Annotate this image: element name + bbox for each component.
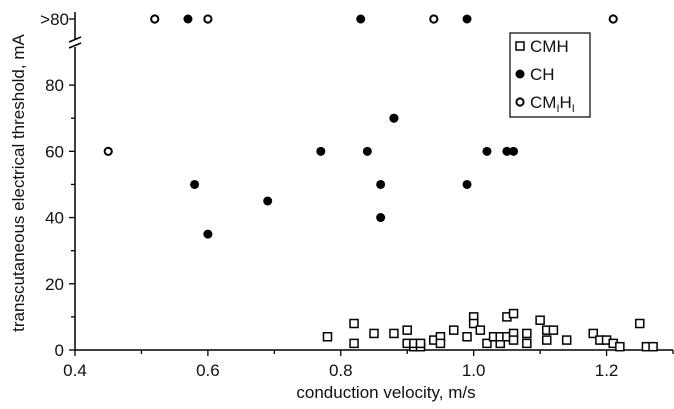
point-ch <box>376 213 386 223</box>
x-tick-label: 0.8 <box>329 361 353 380</box>
x-axis-label: conduction velocity, m/s <box>296 383 475 402</box>
point-cmh <box>508 308 519 319</box>
point-ch-above-80 <box>462 14 472 24</box>
point-cmh <box>448 325 459 335</box>
point-cm-above-80 <box>429 14 439 24</box>
legend-label-cmh: CMH <box>530 37 569 56</box>
point-ch <box>203 229 213 239</box>
point-ch <box>190 179 200 189</box>
legend: CMH CH CMIHI <box>509 32 591 118</box>
point-cmh <box>389 328 399 339</box>
plot-area: 0.4 0.6 0.8 1.0 1.2 0 20 40 60 80 <box>45 12 674 380</box>
point-ch <box>502 146 512 156</box>
point-cmh <box>535 315 545 325</box>
y-tick-label: 20 <box>45 275 64 294</box>
point-cmh <box>615 341 625 352</box>
point-cmh <box>542 335 552 345</box>
point-cmh <box>561 335 572 345</box>
point-ch <box>316 146 326 156</box>
point-cm-above-80 <box>203 14 213 24</box>
legend-label-cmihi-part-h: H <box>560 93 572 112</box>
point-ch <box>482 146 492 156</box>
point-ch <box>263 196 273 206</box>
point-cmh <box>435 338 446 349</box>
point-cmh <box>322 332 333 342</box>
point-ch <box>509 146 519 156</box>
legend-label-cmihi-part-cm: CM <box>530 93 556 112</box>
legend-label-cmihi-part-i1: I <box>556 103 559 115</box>
point-cmh <box>475 325 486 335</box>
point-cmh <box>349 338 359 349</box>
y-tick-label: 80 <box>45 76 64 95</box>
point-ch <box>376 179 386 189</box>
point-cmh <box>369 328 379 339</box>
y-axis-label: transcutaneous electrical threshold, mA <box>9 34 28 332</box>
axis-break-mark <box>68 36 82 43</box>
y-tick-label: 0 <box>55 341 64 360</box>
point-cmh <box>402 325 412 335</box>
legend-marker-cmihi <box>515 97 525 107</box>
point-ch <box>389 113 399 123</box>
x-tick-label: 0.6 <box>196 361 220 380</box>
point-cm-above-80 <box>150 14 160 24</box>
y-overflow-label: >80 <box>40 10 69 29</box>
point-ch <box>462 179 472 189</box>
x-tick-label: 1.2 <box>595 361 619 380</box>
point-ch <box>362 146 372 156</box>
axis-break-mark <box>68 42 82 49</box>
point-cmh <box>635 318 645 329</box>
point-cmh <box>415 338 426 349</box>
point-cmh <box>468 318 479 329</box>
legend-label-cmihi-part-i2: I <box>572 103 575 115</box>
legend-marker-ch <box>515 69 525 79</box>
legend-label-ch: CH <box>530 65 555 84</box>
point-cmh <box>522 328 532 339</box>
legend-marker-cmh <box>515 41 525 51</box>
legend-label-cmihi: CMIHI <box>530 93 575 115</box>
point-ch-above-80 <box>183 14 193 24</box>
x-tick-label: 0.4 <box>63 361 87 380</box>
x-tick-label: 1.0 <box>462 361 486 380</box>
point-cm <box>103 146 113 156</box>
point-cm-above-80 <box>608 14 618 24</box>
point-cmh <box>482 338 492 349</box>
point-cmh <box>548 325 559 335</box>
y-tick-label: 60 <box>45 142 64 161</box>
point-cmh <box>522 338 532 349</box>
point-cmh <box>588 328 599 339</box>
point-cmh <box>462 332 472 342</box>
point-ch-above-80 <box>356 14 366 24</box>
point-cmh <box>508 335 519 345</box>
point-cmh <box>349 318 359 329</box>
point-cmh <box>648 341 658 352</box>
y-tick-label: 40 <box>45 209 64 228</box>
